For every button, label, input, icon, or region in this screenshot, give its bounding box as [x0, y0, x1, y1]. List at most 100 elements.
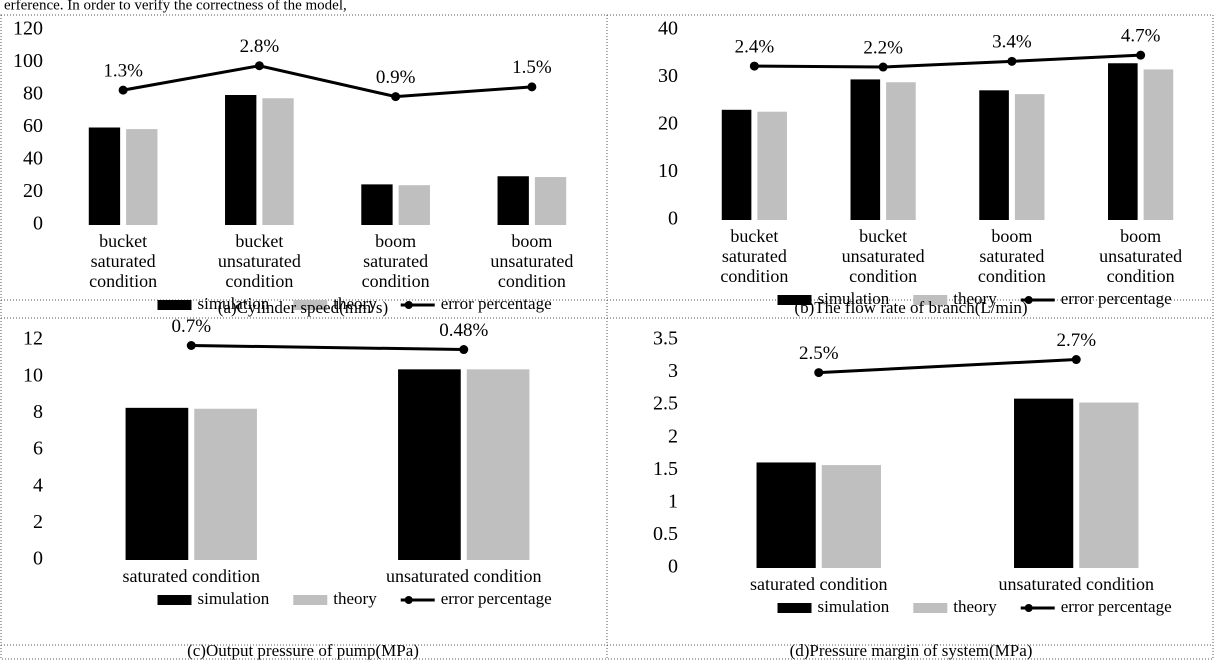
- error-point: [527, 82, 537, 92]
- legend-label: error percentage: [441, 589, 552, 608]
- data-label: 0.9%: [376, 67, 416, 88]
- data-label: 4.7%: [1121, 26, 1161, 47]
- x-tick-label: saturated condition: [750, 574, 887, 594]
- x-tick-label: unsaturated: [218, 251, 301, 271]
- error-point: [391, 92, 401, 102]
- bar: [262, 98, 294, 225]
- error-point: [1136, 50, 1146, 60]
- legend-swatch: [777, 295, 812, 305]
- x-tick-label: saturated: [363, 251, 428, 271]
- x-tick-label: condition: [89, 271, 157, 291]
- legend-swatch: [157, 595, 192, 605]
- error-line: [191, 344, 464, 352]
- legend-label: simulation: [818, 597, 890, 616]
- bar: [1143, 69, 1174, 220]
- bar: [225, 95, 257, 225]
- y-tick-label: 100: [13, 50, 43, 72]
- y-tick-label: 20: [658, 113, 678, 135]
- y-tick-label: 1: [668, 490, 678, 512]
- x-tick-label: condition: [849, 266, 917, 286]
- x-tick-label: condition: [978, 266, 1046, 286]
- bar: [886, 82, 916, 220]
- legend-swatch: [157, 300, 192, 310]
- y-tick-label: 120: [13, 18, 43, 40]
- legend-label: error percentage: [1061, 597, 1172, 616]
- legend-label: error percentage: [1061, 289, 1172, 308]
- legend-swatch: [913, 603, 948, 613]
- x-tick-label: unsaturated: [490, 251, 573, 271]
- y-tick-label: 20: [23, 180, 43, 202]
- error-point: [749, 61, 759, 71]
- legend-swatch: [913, 295, 948, 305]
- y-tick-label: 3: [668, 360, 678, 382]
- bar: [125, 407, 189, 560]
- data-label: 0.48%: [439, 320, 488, 341]
- y-tick-label: 80: [23, 83, 43, 105]
- bar: [850, 79, 881, 221]
- x-tick-label: boom: [991, 226, 1032, 246]
- x-tick-label: bucket: [99, 231, 147, 251]
- bar: [1079, 402, 1139, 568]
- error-point: [878, 62, 888, 72]
- x-tick-label: bucket: [235, 231, 283, 251]
- legend-swatch: [777, 603, 812, 613]
- y-tick-label: 0: [33, 213, 43, 235]
- data-label: 2.2%: [863, 37, 903, 58]
- bar: [534, 177, 567, 225]
- x-tick-label: saturated: [91, 251, 156, 271]
- y-tick-label: 2: [668, 425, 678, 447]
- data-label: 1.3%: [103, 60, 143, 81]
- legend-marker: [404, 596, 413, 604]
- x-tick-label: boom: [375, 231, 416, 251]
- y-tick-label: 2.5: [653, 393, 678, 415]
- bar: [1014, 94, 1045, 220]
- y-tick-label: 10: [658, 160, 678, 182]
- legend-label: simulation: [198, 589, 270, 608]
- legend-label: simulation: [198, 294, 270, 313]
- y-tick-label: 60: [23, 115, 43, 137]
- x-tick-label: condition: [225, 271, 293, 291]
- caption: (b)The flow rate of branch(L/min): [794, 298, 1027, 317]
- x-tick-label: condition: [362, 271, 430, 291]
- data-label: 2.4%: [735, 36, 775, 57]
- error-line: [122, 64, 532, 99]
- y-tick-label: 0: [33, 548, 43, 570]
- data-label: 2.8%: [240, 36, 280, 57]
- x-tick-label: condition: [720, 266, 788, 286]
- legend-label: simulation: [818, 289, 890, 308]
- legend-swatch: [293, 595, 328, 605]
- bar: [466, 369, 530, 560]
- bar: [497, 176, 529, 225]
- data-label: 2.5%: [799, 343, 839, 364]
- data-label: 3.4%: [992, 32, 1032, 53]
- x-tick-label: boom: [511, 231, 552, 251]
- data-label: 1.5%: [512, 57, 552, 78]
- y-tick-label: 0: [668, 556, 678, 578]
- data-label: 2.7%: [1056, 330, 1096, 351]
- legend-marker: [1024, 296, 1033, 304]
- x-tick-label: unsaturated condition: [386, 566, 541, 586]
- y-tick-label: 40: [23, 148, 43, 170]
- y-tick-label: 12: [23, 328, 43, 350]
- y-tick-label: 4: [33, 474, 43, 496]
- bar: [88, 127, 121, 225]
- y-tick-label: 2: [33, 511, 43, 533]
- error-line: [818, 358, 1077, 375]
- legend-marker: [1024, 604, 1033, 612]
- x-tick-label: condition: [498, 271, 566, 291]
- y-tick-label: 10: [23, 364, 43, 386]
- caption: (d)Pressure margin of system(MPa): [790, 641, 1033, 660]
- bar: [126, 129, 158, 225]
- bar: [1014, 398, 1074, 568]
- caption: (a)Cylinder speed(mm/s): [218, 298, 388, 317]
- x-tick-label: bucket: [730, 226, 778, 246]
- y-tick-label: 1.5: [653, 458, 678, 480]
- x-tick-label: unsaturated condition: [999, 574, 1154, 594]
- error-point: [1071, 355, 1081, 365]
- bar: [821, 465, 881, 568]
- x-tick-label: bucket: [859, 226, 907, 246]
- bar: [194, 408, 257, 560]
- x-tick-label: saturated: [722, 246, 787, 266]
- x-tick-label: saturated condition: [123, 566, 260, 586]
